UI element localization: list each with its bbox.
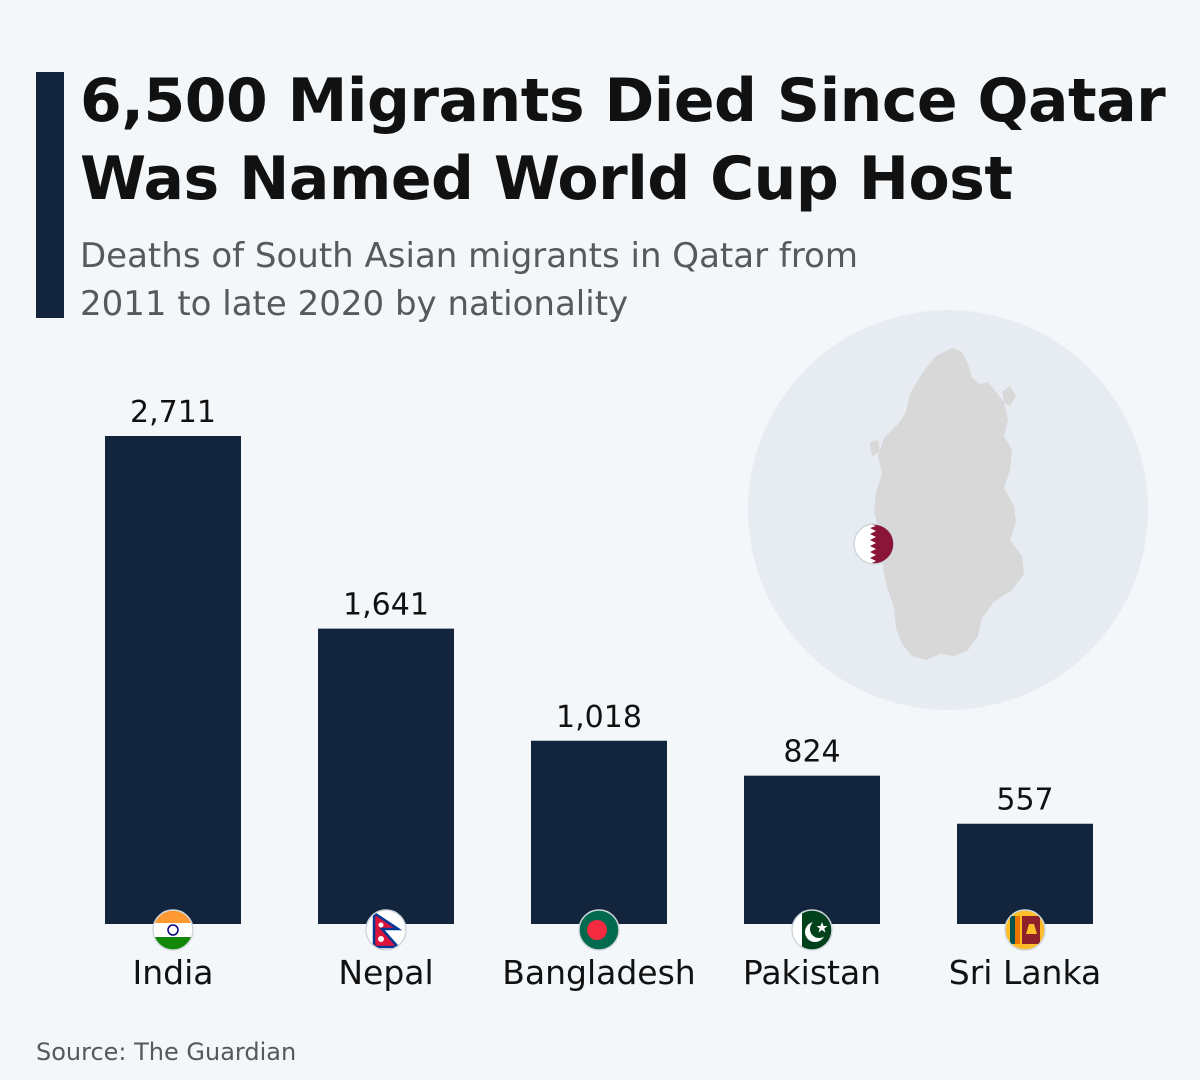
bars-layer (105, 436, 1093, 924)
category-label-pakistan: Pakistan (743, 953, 881, 992)
sri-lanka-flag-icon (1004, 909, 1046, 951)
bar-nepal (318, 628, 454, 924)
qatar-map-icon (748, 310, 1148, 710)
flags-layer (152, 909, 1046, 951)
chart-title: 6,500 Migrants Died Since Qatar Was Name… (80, 66, 1166, 214)
chart-subtitle: Deaths of South Asian migrants in Qatar … (80, 236, 858, 324)
qatar-map-island (1002, 386, 1016, 406)
pakistan-flag-icon (791, 909, 833, 951)
category-label-nepal: Nepal (338, 953, 433, 992)
nepal-flag-icon (365, 909, 407, 951)
value-label-sri-lanka: 557 (996, 783, 1053, 818)
qatar-flag-icon (853, 523, 895, 565)
category-label-india: India (133, 953, 214, 992)
labels-layer: 2,711 India 1,641 Nepal 1,018 Bangladesh 824 Pa… (130, 395, 1101, 992)
source-note: Source: The Guardian (36, 1038, 297, 1066)
qatar-map-shape (874, 348, 1024, 660)
category-label-sri-lanka: Sri Lanka (949, 953, 1101, 992)
category-label-bangladesh: Bangladesh (502, 953, 695, 992)
value-label-india: 2,711 (130, 395, 216, 430)
qatar-map-island (870, 440, 880, 456)
title-accent-bar (36, 72, 64, 318)
value-label-bangladesh: 1,018 (556, 700, 642, 735)
bangladesh-flag-icon (578, 909, 620, 951)
bar-bangladesh (531, 740, 667, 924)
value-label-nepal: 1,641 (343, 588, 429, 623)
bar-sri-lanka (957, 823, 1093, 924)
india-flag-icon (152, 909, 194, 951)
value-label-pakistan: 824 (783, 735, 840, 770)
bar-india (105, 436, 241, 924)
bar-pakistan (744, 775, 880, 924)
